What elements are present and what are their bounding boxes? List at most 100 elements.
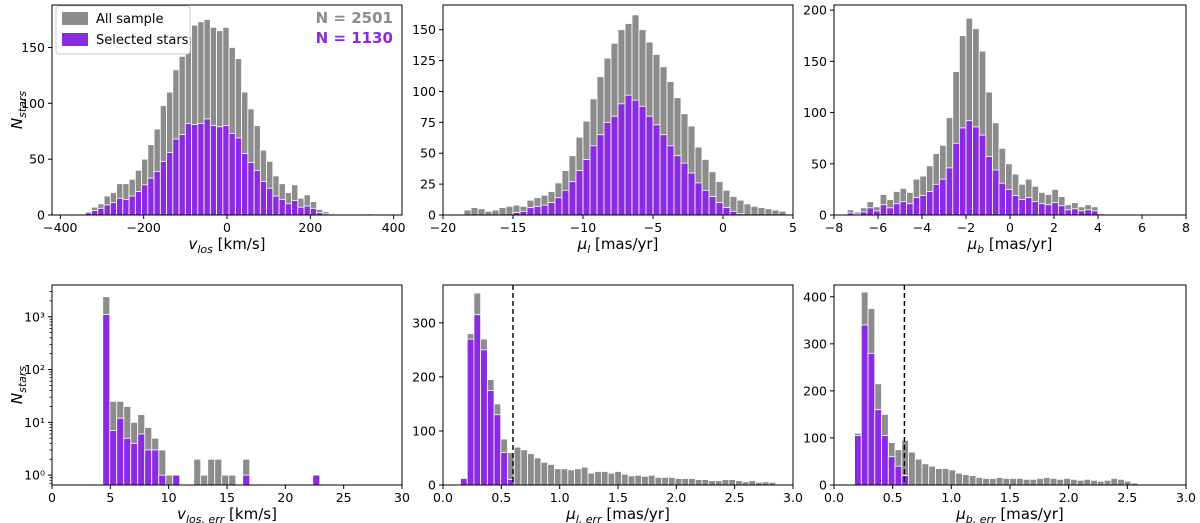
bar-selected-stars [589,145,598,216]
bar-all-sample [1016,478,1024,486]
y-tick-label: 75 [420,115,436,130]
bar-all-sample [594,471,602,486]
bar-all-sample [228,474,237,486]
bar-selected-stars [116,197,124,216]
bar-selected-stars [291,200,299,216]
bar-selected-stars [652,124,661,216]
bar-all-sample [681,478,689,486]
bar-selected-stars [645,115,654,216]
x-axis-label: vlos [km/s] [188,235,265,256]
bar-selected-stars [729,210,738,216]
bar-selected-stars [701,189,710,216]
bar-selected-stars [554,197,563,216]
bar-selected-stars [978,134,987,216]
bar-selected-stars [998,182,1006,216]
bar-selected-stars [312,474,321,486]
bar-all-sample [975,477,984,486]
x-tick-label: −4 [913,220,931,235]
bar-selected-stars [1044,204,1053,216]
bar-selected-stars [715,202,724,216]
bar-all-sample [708,480,716,486]
bar-selected-stars [203,118,211,216]
bar-all-sample [165,474,174,486]
y-tick-label: 100 [21,96,45,111]
bar-all-sample [498,207,507,216]
bar-selected-stars [460,478,468,486]
bar-selected-stars [144,449,153,486]
y-tick-label: 0 [819,208,827,223]
bar-all-sample [914,458,923,486]
bar-all-sample [647,474,656,486]
bar-selected-stars [228,133,236,216]
bar-selected-stars [234,137,242,216]
bar-selected-stars [130,442,139,486]
bar-all-sample [540,461,549,486]
bar-selected-stars [1058,205,1066,216]
x-tick-label: 30 [394,490,410,505]
y-tick-label: 100 [412,423,436,438]
x-tick-label: −15 [500,220,526,235]
x-tick-label: −5 [644,220,662,235]
bar-selected-stars [926,191,934,216]
bar-selected-stars [901,475,909,486]
x-tick-label: 5 [789,220,797,235]
bar-selected-stars [617,103,626,216]
x-tick-label: 5 [106,490,114,505]
bar-all-sample [968,475,977,486]
y-tick-label: 25 [420,177,436,192]
bar-selected-stars [1005,188,1013,216]
bar-all-sample [533,457,542,486]
x-tick-label: 8 [1182,220,1190,235]
panel-vlos: −400 −200 0 200 400 0 50 100 150 vlos [km/s] Nstar… [8,4,406,256]
legend: All sample Selected stars [55,5,191,55]
bar-all-sample [948,469,957,486]
x-axis-label: vlos, err [km/s] [177,505,277,523]
bar-selected-stars [109,430,118,486]
bar-all-sample [955,472,963,486]
bar-selected-stars [102,314,111,486]
bar-all-sample [748,480,757,486]
x-tick-label: 3.0 [783,490,803,505]
x-tick-label: 2.5 [725,490,745,505]
bar-selected-stars [972,126,980,216]
bar-all-sample [641,475,649,486]
x-tick-label: 1.0 [550,490,570,505]
bar-selected-stars [309,207,317,216]
y-tick-label: 10² [24,362,45,377]
bar-selected-stars [631,99,640,216]
bar-selected-stars [253,169,261,216]
bar-selected-stars [603,121,612,216]
bar-selected-stars [486,390,495,486]
bar-selected-stars [159,160,167,216]
bar-selected-stars [91,210,99,216]
bar-all-sample [688,478,696,486]
bar-selected-stars [191,124,199,216]
bar-all-sample [587,472,596,486]
bar-selected-stars [216,126,224,216]
y-tick-label: 50 [420,146,436,161]
bar-all-sample [1056,478,1065,486]
x-tick-label: 0 [223,220,231,235]
bar-selected-stars [109,202,117,216]
bar-selected-stars [97,207,105,216]
bar-all-sample [668,477,676,486]
bar-selected-stars [561,189,570,216]
bar-all-sample [580,466,589,486]
bar-selected-stars [547,202,556,216]
bar-selected-stars [575,170,584,216]
bar-all-sample [614,471,622,486]
bar-selected-stars [1084,209,1092,216]
bar-all-sample [674,478,683,486]
x-tick-label: 2.5 [1117,490,1137,505]
bar-all-sample [1090,479,1098,486]
bar-all-sample [634,474,643,486]
bar-all-sample [721,479,730,486]
bar-all-sample [193,458,202,486]
count-all-sample: N = 2501 [316,9,393,27]
y-tick-label: 200 [803,3,827,18]
bar-all-sample [989,478,997,486]
bar-selected-stars [1064,209,1072,216]
bar-selected-stars [893,203,901,216]
x-axis-label: μb [mas/yr] [967,235,1053,256]
bar-selected-stars [886,207,894,216]
